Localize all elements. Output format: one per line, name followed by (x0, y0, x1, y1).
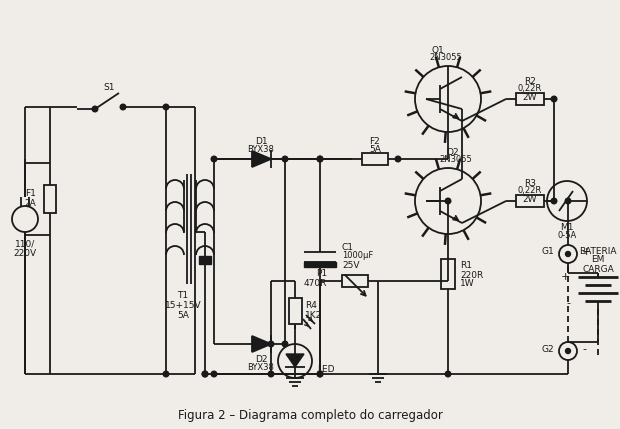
Text: BYX38: BYX38 (247, 145, 275, 154)
Polygon shape (286, 354, 304, 367)
Circle shape (445, 371, 451, 377)
Text: 1K2: 1K2 (305, 311, 322, 320)
Circle shape (551, 96, 557, 102)
Text: 470R: 470R (304, 280, 327, 288)
Text: D1: D1 (255, 138, 267, 146)
Text: 5A: 5A (177, 311, 189, 320)
Circle shape (317, 156, 323, 162)
Circle shape (163, 371, 169, 377)
Text: 0,22R: 0,22R (518, 85, 542, 94)
Circle shape (317, 156, 323, 162)
Circle shape (92, 106, 98, 112)
Circle shape (317, 371, 323, 377)
Text: R1: R1 (460, 262, 472, 271)
Text: -: - (582, 344, 586, 354)
Text: Q2: Q2 (446, 148, 459, 157)
Text: 1000μF: 1000μF (342, 251, 373, 260)
Polygon shape (252, 336, 271, 352)
Text: 2W: 2W (523, 194, 538, 203)
Text: 1W: 1W (460, 280, 475, 288)
Text: G2: G2 (541, 344, 554, 353)
Circle shape (445, 198, 451, 204)
Bar (304, 262, 336, 267)
Text: 220R: 220R (460, 271, 483, 280)
Text: G1: G1 (541, 248, 554, 257)
Text: +: + (582, 247, 591, 257)
Text: 110/: 110/ (15, 239, 35, 248)
Text: 0-5A: 0-5A (557, 232, 577, 241)
Bar (342, 275, 368, 287)
Text: 15+15V: 15+15V (165, 302, 202, 311)
Text: LED: LED (317, 365, 335, 374)
Text: 0,22R: 0,22R (518, 187, 542, 196)
Polygon shape (252, 151, 271, 167)
Text: +: + (560, 272, 570, 282)
Text: M1: M1 (560, 223, 574, 232)
Text: -: - (566, 298, 570, 308)
Text: Q1: Q1 (432, 45, 445, 54)
Text: F1: F1 (25, 188, 36, 197)
Text: CARGA: CARGA (582, 265, 614, 274)
Circle shape (282, 156, 288, 162)
Circle shape (268, 341, 274, 347)
Circle shape (565, 198, 571, 204)
Circle shape (163, 104, 169, 110)
Text: P1: P1 (316, 269, 327, 278)
Text: Figura 2 – Diagrama completo do carregador: Figura 2 – Diagrama completo do carregad… (177, 408, 443, 422)
Text: 2N3055: 2N3055 (430, 54, 463, 63)
Text: 2N3055: 2N3055 (440, 155, 472, 164)
Text: D2: D2 (255, 354, 267, 363)
Circle shape (395, 156, 401, 162)
Text: 220V: 220V (14, 250, 37, 259)
Text: R4: R4 (305, 300, 317, 309)
Text: BYX38: BYX38 (247, 363, 275, 372)
Bar (516, 195, 544, 207)
Text: 25V: 25V (342, 262, 360, 271)
Bar (516, 93, 544, 105)
Text: C1: C1 (342, 242, 354, 251)
Bar (288, 298, 301, 324)
Bar (362, 153, 388, 165)
Text: R3: R3 (524, 178, 536, 187)
Circle shape (120, 104, 126, 110)
Text: EM: EM (591, 256, 604, 265)
Text: F2: F2 (370, 136, 381, 145)
Text: S1: S1 (104, 82, 115, 91)
Circle shape (551, 198, 557, 204)
Circle shape (282, 341, 288, 347)
Circle shape (211, 371, 217, 377)
Text: 5A: 5A (369, 145, 381, 154)
Text: 2A: 2A (24, 199, 36, 208)
Text: 2W: 2W (523, 93, 538, 102)
Text: BATERIA: BATERIA (579, 247, 617, 256)
Bar (44, 185, 56, 213)
Circle shape (565, 348, 570, 353)
Bar (199, 256, 211, 264)
Circle shape (202, 371, 208, 377)
Circle shape (202, 371, 208, 377)
Circle shape (211, 156, 217, 162)
Circle shape (317, 371, 323, 377)
Bar (441, 259, 455, 289)
Text: R2: R2 (524, 76, 536, 85)
Circle shape (268, 371, 274, 377)
Circle shape (565, 251, 570, 257)
Text: T1: T1 (177, 291, 188, 300)
